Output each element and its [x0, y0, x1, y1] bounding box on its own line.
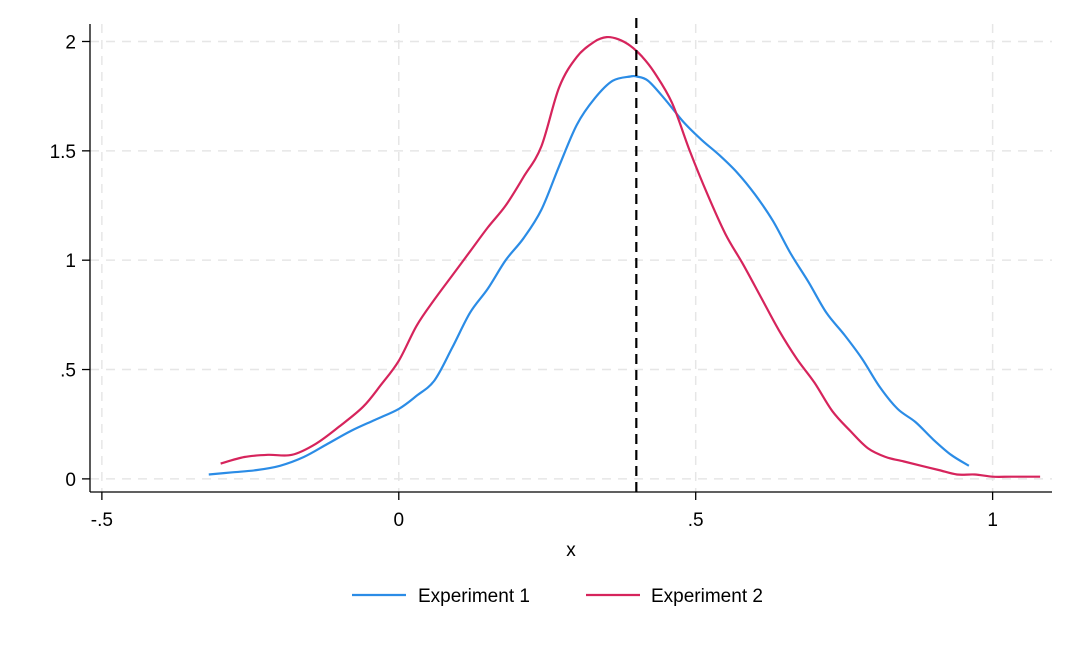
- series-line-1: [208, 74, 970, 476]
- y-tick-label: 0: [65, 470, 76, 491]
- legend-label-2: Experiment 2: [651, 586, 763, 607]
- series-lines: [208, 35, 1041, 478]
- y-tick-label: 1: [65, 251, 76, 272]
- x-tick-label: -.5: [91, 510, 113, 531]
- x-tick-label: 1: [987, 510, 998, 531]
- y-tick-label: .5: [60, 361, 76, 382]
- x-axis-title: x: [566, 540, 576, 561]
- axes: 0 .5 1 1.5 2 -.5 0 .5 1: [50, 24, 1052, 531]
- y-tick-label: 2: [65, 32, 76, 53]
- x-tick-label: .5: [688, 510, 704, 531]
- y-tick-label: 1.5: [50, 142, 76, 163]
- x-tick-label: 0: [394, 510, 405, 531]
- series-line-2: [220, 35, 1041, 478]
- legend-label-1: Experiment 1: [418, 586, 530, 607]
- legend: Experiment 1 Experiment 2: [352, 586, 763, 607]
- grid-lines: [90, 24, 1052, 492]
